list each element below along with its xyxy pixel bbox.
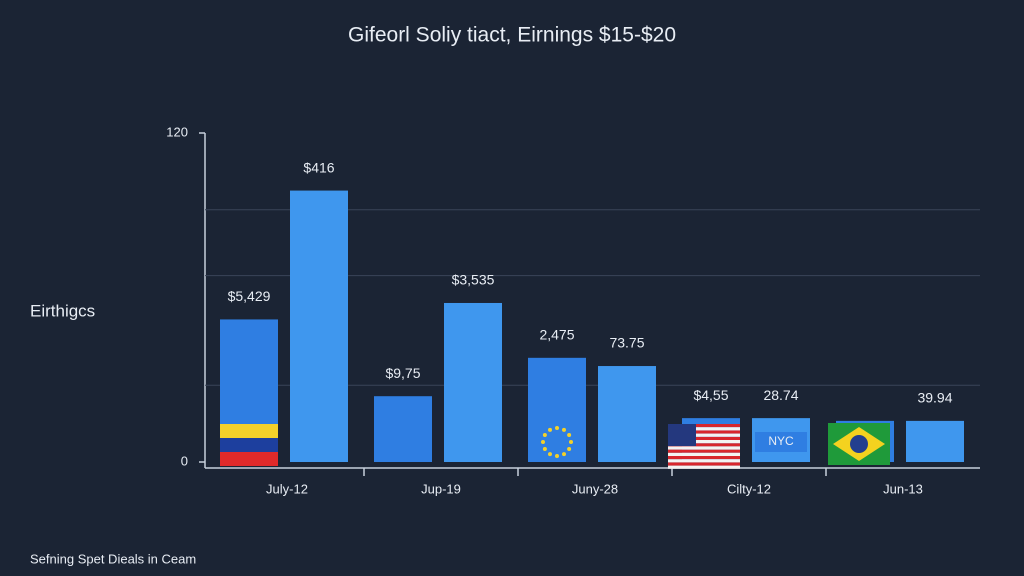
bar [444,302,502,462]
flag-co [220,424,278,466]
value-label: 2,475 [539,327,574,343]
stripe [668,427,740,431]
value-label: 73.75 [609,335,644,351]
flag-us [668,424,740,469]
stripe [668,465,740,469]
stripe [668,424,740,428]
x-tick-label: Cilty-12 [727,481,771,496]
y-tick-label: 0 [181,453,188,468]
y-axis-label: Eirthigcs [30,301,95,320]
globe [850,435,868,453]
bar [374,396,432,462]
stripe [668,440,740,444]
value-label: $9,75 [385,365,420,381]
flag-eu [541,426,573,458]
x-tick-label: Juny-28 [572,481,618,496]
y-tick-label: 120 [166,124,188,139]
stripe [668,436,740,440]
inset-text: NYC [768,434,794,448]
stripe [668,430,740,434]
star [541,440,545,444]
canton [668,424,696,446]
value-label: $416 [303,159,334,175]
stripe [668,452,740,456]
stripe [668,443,740,447]
stripe [220,424,278,438]
stripe [668,433,740,437]
bar [598,366,656,462]
stripe [668,462,740,466]
x-tick-label: Jup-19 [421,481,461,496]
star [548,452,552,457]
stripe [220,452,278,466]
star [555,454,559,458]
value-label: 28.74 [763,387,798,403]
value-label: 39.94 [917,390,952,406]
star [562,427,566,432]
stripe [668,446,740,450]
star [555,426,559,430]
star [567,447,572,451]
star [567,433,572,437]
bar [528,357,586,462]
stripe [668,456,740,460]
x-tick-label: July-12 [266,481,308,496]
footer: Sefning Spet Dieals in Ceam [30,551,196,566]
chart-title: Gifeorl Soliy tiact, Eirnings $15-$20 [348,24,676,47]
star [542,433,547,437]
star [562,452,566,457]
stripe [220,438,278,452]
value-label: $5,429 [228,288,271,304]
stripe [668,459,740,463]
star [569,440,573,444]
bar [906,420,964,462]
star [548,427,552,432]
flag-br [828,423,890,465]
stripe [668,449,740,453]
value-label: $3,535 [452,272,495,288]
inset-box [755,432,807,452]
bar [290,190,348,462]
value-label: $4,55 [693,387,728,403]
x-tick-label: Jun-13 [883,481,923,496]
star [542,447,547,451]
